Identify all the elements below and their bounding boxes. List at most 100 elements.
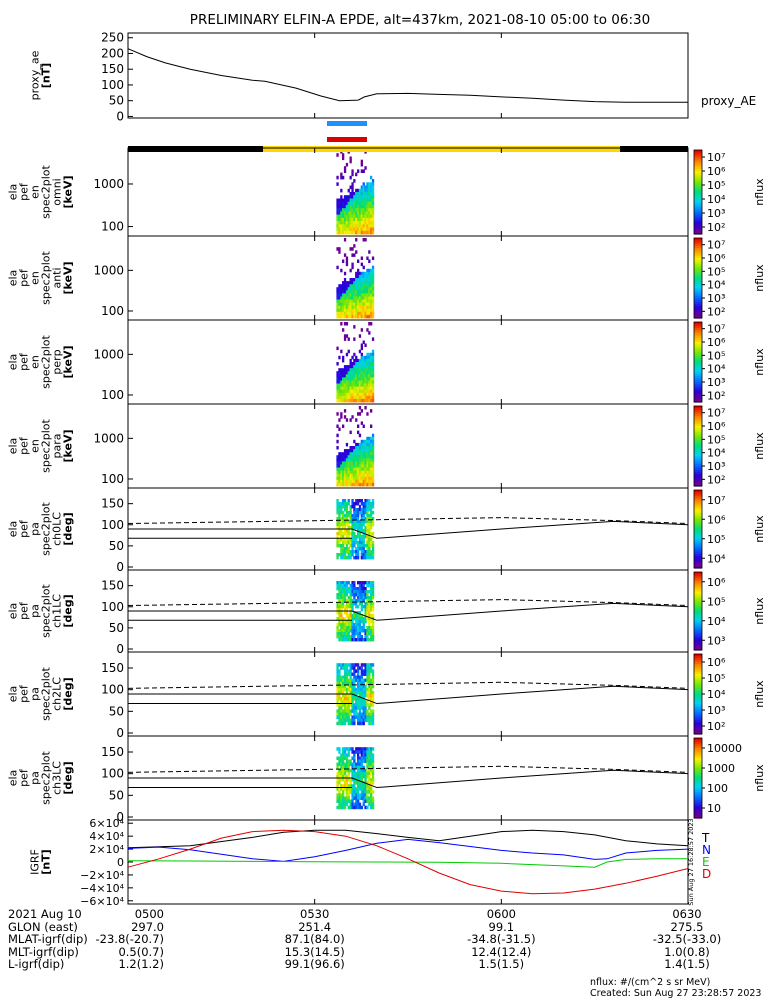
spectrogram-cell — [342, 590, 345, 594]
spectrogram-cell — [342, 281, 345, 285]
spectrogram-cell — [347, 455, 350, 459]
spectrogram-cell — [362, 296, 365, 300]
spectrogram-cell — [349, 587, 352, 591]
spectrogram-cell — [351, 296, 354, 300]
spectrogram-cell — [336, 458, 339, 462]
colorbar-cell — [694, 406, 702, 409]
colorbar-frame — [693, 149, 703, 235]
spectrogram-cell — [351, 169, 354, 173]
spectrogram-cell — [349, 156, 352, 161]
spectrogram-cell — [358, 314, 362, 319]
spectrogram-cell — [338, 790, 341, 794]
spectrogram-cell — [347, 535, 350, 539]
spectrogram-cell — [347, 623, 350, 627]
colorbar-cell — [694, 766, 702, 769]
spectrogram-cell — [371, 386, 375, 391]
spectrogram-cell — [366, 805, 369, 810]
spectrogram-cell — [368, 479, 371, 484]
spectrogram-cell — [368, 787, 371, 791]
spectrogram-cell — [371, 476, 375, 481]
spectrogram-cell — [370, 395, 373, 400]
spectrogram-cell — [343, 718, 347, 723]
spectrogram-cell — [364, 581, 367, 585]
spectrogram-cell — [343, 271, 347, 276]
spectrogram-cell — [343, 635, 347, 639]
spectrogram-cell — [362, 386, 365, 391]
spectrogram-cell — [353, 299, 356, 303]
spectrogram-cell — [336, 632, 339, 636]
spectrogram-cell — [360, 703, 363, 707]
colorbar-cell — [694, 556, 702, 559]
spectrogram-cell — [358, 311, 362, 316]
spectrogram-cell — [347, 389, 350, 394]
colorbar-cell — [694, 152, 702, 155]
spectrogram-cell — [347, 337, 350, 341]
spectrogram-cell — [347, 629, 350, 633]
spectrogram-cell — [360, 599, 363, 603]
spectrogram-cell — [364, 805, 367, 810]
spectrogram-cell — [364, 587, 367, 591]
spectrogram-cell — [355, 371, 358, 375]
spectrogram-cell — [340, 529, 343, 533]
spectrogram-cell — [357, 455, 360, 459]
spectrogram-cell — [336, 587, 339, 591]
colorbar-cell — [694, 171, 702, 174]
colorbar-frame — [693, 405, 703, 487]
spectrogram-cell — [364, 684, 367, 689]
spectrogram-cell — [349, 638, 352, 642]
colorbar-cell — [694, 219, 702, 222]
colorbar-cell — [694, 354, 702, 357]
spectrogram-cell — [338, 452, 341, 456]
spectrogram-cell — [368, 499, 371, 503]
spectrogram-cell — [371, 520, 375, 524]
spectrogram-cell — [370, 684, 373, 689]
spectrogram-cell — [349, 675, 352, 679]
spectrogram-cell — [349, 784, 352, 788]
spectrogram-cell — [353, 802, 356, 807]
spectrogram-cell — [358, 334, 362, 338]
footer-value: 1.2(1.2) — [118, 957, 164, 972]
spectrogram-cell — [357, 217, 360, 222]
spectrogram-cell — [370, 505, 373, 509]
spectrogram-cell — [362, 362, 365, 366]
spectrogram-cell — [364, 526, 367, 530]
spectrogram-cell — [371, 278, 375, 282]
spectrogram-cell — [345, 389, 349, 394]
spectrogram-cell — [342, 299, 345, 303]
spectrogram-cell — [351, 221, 354, 225]
spectrogram-cell — [345, 322, 349, 326]
spectrogram-cell — [351, 470, 354, 475]
spectrogram-cell — [345, 470, 349, 475]
spectrogram-cell — [362, 706, 365, 710]
spectrogram-cell — [340, 623, 343, 627]
spectrogram-cell — [336, 247, 339, 251]
spectrogram-cell — [371, 623, 375, 627]
spectrogram-cell — [347, 538, 350, 542]
spectrogram-cell — [370, 759, 373, 763]
spectrogram-cell — [370, 204, 373, 209]
spectrogram-cell — [362, 470, 365, 475]
spectrogram-cell — [345, 541, 349, 545]
spectrogram-cell — [342, 697, 345, 701]
spectrogram-cell — [349, 380, 352, 384]
spectrogram-cell — [370, 694, 373, 698]
spectrogram-cell — [371, 302, 375, 307]
spectrogram-cell — [342, 605, 345, 609]
y-axis-label: en — [29, 355, 42, 369]
spectrogram-cell — [362, 802, 365, 807]
colorbar-cell — [694, 750, 702, 753]
colorbar-cell — [694, 290, 702, 293]
spectrogram-cell — [360, 204, 363, 209]
spectrogram-cell — [338, 663, 341, 667]
spectrogram-cell — [368, 799, 371, 803]
spectrogram-cell — [371, 442, 375, 447]
spectrogram-cell — [366, 774, 369, 779]
colorbar-tick-label: 10⁶ — [707, 656, 726, 669]
spectrogram-cell — [368, 669, 371, 673]
spectrogram-cell — [345, 508, 349, 512]
spectrogram-cell — [338, 805, 341, 810]
spectrogram-cell — [351, 499, 354, 503]
spectrogram-cell — [371, 556, 375, 560]
colorbar-tick-label: 100 — [707, 782, 728, 795]
spectrogram-cell — [349, 287, 352, 291]
